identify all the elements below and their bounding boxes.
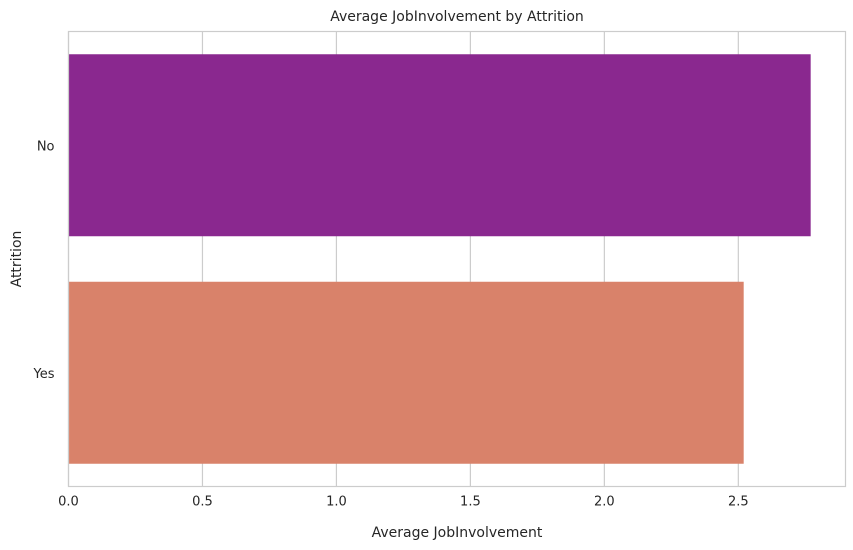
bar-yes	[68, 281, 744, 464]
bars	[68, 54, 811, 464]
x-tick-label: 0.0	[58, 495, 79, 510]
y-tick-label: Yes	[33, 367, 55, 382]
x-tick-label: 0.5	[192, 495, 213, 510]
x-tick-label: 2.0	[594, 495, 615, 510]
x-tick-label: 2.5	[728, 495, 749, 510]
plot-frame	[67, 30, 847, 488]
chart-title: Average JobInvolvement by Attrition	[330, 9, 584, 25]
x-tick-labels: 0.0 0.5 1.0 1.5 2.0 2.5	[58, 495, 749, 510]
y-axis-label: Attrition	[9, 231, 25, 288]
x-tick-label: 1.5	[460, 495, 481, 510]
x-axis-label: Average JobInvolvement	[372, 525, 543, 541]
y-tick-labels: No Yes	[33, 139, 55, 382]
bar-no	[68, 54, 811, 237]
y-tick-label: No	[37, 139, 55, 154]
x-tick-label: 1.0	[326, 495, 347, 510]
